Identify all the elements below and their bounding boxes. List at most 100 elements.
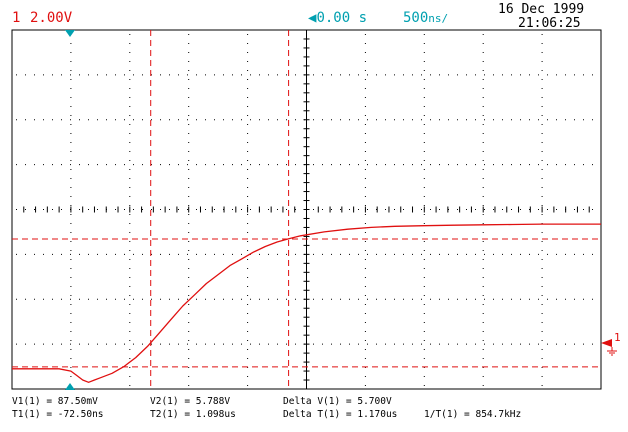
grid-dot: [541, 79, 543, 80]
grid-dot: [129, 79, 131, 80]
grid-dot: [247, 88, 249, 89]
grid-dot: [295, 209, 296, 210]
grid-dot: [541, 196, 543, 197]
grid-dot: [482, 124, 484, 125]
delay-readout[interactable]: ◀0.00 s: [308, 11, 367, 25]
grid-dot: [223, 253, 224, 255]
grid-dot: [313, 164, 314, 166]
grid-dot: [340, 119, 341, 121]
grid-dot: [115, 119, 116, 121]
grid-dot: [482, 160, 484, 161]
grid-dot: [115, 343, 116, 345]
grid-dot: [188, 277, 190, 278]
grid-dot: [541, 88, 543, 89]
timebase-value: 500: [403, 10, 429, 26]
grid-dot: [423, 61, 425, 62]
grid-dot: [70, 349, 72, 350]
grid-dot: [423, 232, 425, 233]
grid-dot: [592, 164, 593, 166]
grid-dot: [129, 232, 131, 233]
grid-dot: [52, 74, 53, 76]
grid-dot: [247, 376, 249, 377]
grid-dot: [250, 119, 251, 121]
grid-dot: [565, 253, 566, 255]
grid-dot: [232, 74, 233, 76]
grid-dot: [124, 209, 125, 210]
grid-dot: [574, 209, 575, 210]
grid-dot: [583, 164, 584, 166]
grid-dot: [169, 343, 170, 345]
grid-dot: [484, 119, 485, 121]
grid-dot: [223, 119, 224, 121]
grid-dot: [129, 295, 131, 296]
grid-dot: [247, 52, 249, 53]
grid-dot: [70, 133, 72, 134]
grid-dot: [115, 74, 116, 76]
grid-dot: [223, 164, 224, 166]
grid-dot: [439, 253, 440, 255]
grid-dot: [97, 164, 98, 166]
date-label: 16 Dec 1999: [498, 2, 585, 17]
grid-dot: [188, 295, 190, 296]
grid-dot: [423, 304, 425, 305]
grid-dot: [448, 253, 449, 255]
grid-dot: [25, 298, 26, 300]
grid-dot: [70, 79, 72, 80]
grid-dot: [196, 119, 197, 121]
grid-dot: [541, 214, 543, 215]
grid-dot: [129, 106, 131, 107]
grid-dot: [178, 253, 179, 255]
grid-dot: [482, 133, 484, 134]
grid-dot: [482, 268, 484, 269]
grid-dot: [188, 223, 190, 224]
grid-dot: [423, 187, 425, 188]
grid-dot: [583, 253, 584, 255]
grid-dot: [79, 74, 80, 76]
ground-marker-icon[interactable]: [601, 339, 617, 356]
t1-top-marker-icon[interactable]: [65, 30, 75, 37]
grid-dot: [188, 250, 190, 251]
grid-dot: [277, 74, 278, 76]
grid-dot: [421, 343, 422, 345]
grid-dot: [502, 209, 503, 210]
time-label: 21:06:25: [518, 16, 581, 31]
grid-dot: [61, 298, 62, 300]
grid-dot: [188, 349, 190, 350]
grid-dot: [364, 232, 366, 233]
grid-dot: [423, 367, 425, 368]
grid-dot: [423, 133, 425, 134]
cursor-lines: [12, 30, 601, 389]
grid-dot: [142, 343, 143, 345]
grid-dot: [188, 241, 190, 242]
grid-dot: [129, 88, 131, 89]
channel-scale[interactable]: 2.00V: [30, 10, 73, 26]
grid-dot: [247, 358, 249, 359]
grid-dot: [583, 343, 584, 345]
grid-dot: [448, 74, 449, 76]
grid-dot: [475, 298, 476, 300]
grid-dot: [423, 259, 425, 260]
grid-dot: [241, 74, 242, 76]
grid-dot: [482, 43, 484, 44]
timebase-readout[interactable]: 500ns/: [403, 11, 448, 26]
channel-number[interactable]: 1: [12, 10, 21, 26]
grid-dot: [349, 253, 350, 255]
grid-dot: [70, 253, 71, 255]
grid-dot: [511, 164, 512, 166]
grid-dot: [583, 298, 584, 300]
grid-dot: [412, 164, 413, 166]
meas-freq: 1/T(1) = 854.7kHz: [424, 409, 522, 420]
grid-dot: [538, 164, 539, 166]
grid-dot: [466, 253, 467, 255]
grid-dot: [313, 343, 314, 345]
grid-dot: [286, 253, 287, 255]
grid-dot: [423, 178, 425, 179]
grid-dot: [448, 119, 449, 121]
grid-dot: [178, 298, 179, 300]
grid-dot: [247, 250, 249, 251]
grid-dot: [106, 74, 107, 76]
grid-dot: [364, 169, 366, 170]
grid-dot: [466, 164, 467, 166]
t1-bottom-marker-icon[interactable]: [65, 383, 75, 390]
